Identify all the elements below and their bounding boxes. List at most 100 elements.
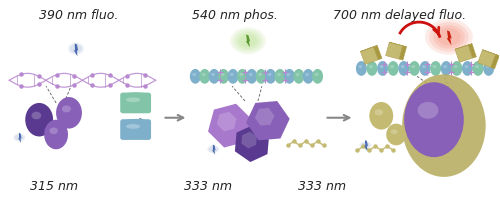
FancyBboxPatch shape bbox=[120, 119, 151, 140]
Ellipse shape bbox=[454, 65, 458, 68]
Ellipse shape bbox=[302, 69, 314, 84]
Ellipse shape bbox=[208, 146, 218, 152]
Ellipse shape bbox=[256, 69, 266, 84]
Ellipse shape bbox=[374, 109, 383, 115]
Ellipse shape bbox=[432, 65, 436, 68]
Ellipse shape bbox=[220, 73, 224, 76]
Ellipse shape bbox=[249, 73, 252, 76]
Ellipse shape bbox=[409, 61, 420, 76]
Ellipse shape bbox=[464, 65, 468, 68]
Ellipse shape bbox=[404, 82, 464, 157]
Ellipse shape bbox=[377, 61, 388, 76]
Polygon shape bbox=[446, 30, 452, 45]
Ellipse shape bbox=[429, 22, 469, 52]
Ellipse shape bbox=[305, 73, 309, 76]
Ellipse shape bbox=[239, 34, 257, 48]
Ellipse shape bbox=[277, 73, 281, 76]
Ellipse shape bbox=[370, 102, 393, 129]
Ellipse shape bbox=[218, 69, 229, 84]
Polygon shape bbox=[246, 34, 250, 47]
Ellipse shape bbox=[192, 73, 196, 76]
Ellipse shape bbox=[190, 69, 201, 84]
Ellipse shape bbox=[70, 44, 82, 53]
Text: 333 nm: 333 nm bbox=[184, 180, 232, 193]
Text: 333 nm: 333 nm bbox=[298, 180, 346, 193]
Ellipse shape bbox=[366, 61, 378, 76]
Ellipse shape bbox=[68, 43, 84, 55]
Ellipse shape bbox=[356, 61, 367, 76]
Ellipse shape bbox=[50, 128, 58, 134]
Ellipse shape bbox=[44, 120, 68, 149]
Ellipse shape bbox=[265, 69, 276, 84]
Ellipse shape bbox=[296, 73, 300, 76]
Ellipse shape bbox=[26, 103, 53, 136]
Ellipse shape bbox=[314, 73, 318, 76]
Ellipse shape bbox=[258, 73, 262, 76]
Ellipse shape bbox=[369, 65, 373, 68]
Ellipse shape bbox=[202, 73, 205, 76]
Polygon shape bbox=[255, 108, 274, 126]
Text: 700 nm delayed fluo.: 700 nm delayed fluo. bbox=[332, 9, 466, 22]
Ellipse shape bbox=[402, 74, 485, 177]
Ellipse shape bbox=[268, 73, 272, 76]
Polygon shape bbox=[242, 132, 257, 148]
Ellipse shape bbox=[388, 61, 398, 76]
Polygon shape bbox=[386, 42, 402, 59]
Polygon shape bbox=[374, 45, 382, 60]
Polygon shape bbox=[399, 46, 406, 60]
Ellipse shape bbox=[437, 28, 461, 46]
Ellipse shape bbox=[420, 61, 430, 76]
Ellipse shape bbox=[207, 145, 219, 153]
Ellipse shape bbox=[418, 102, 438, 119]
Ellipse shape bbox=[421, 101, 450, 124]
Polygon shape bbox=[235, 125, 269, 162]
Polygon shape bbox=[74, 43, 78, 56]
Polygon shape bbox=[360, 45, 377, 51]
Ellipse shape bbox=[14, 133, 26, 141]
Ellipse shape bbox=[211, 73, 215, 76]
Ellipse shape bbox=[380, 65, 384, 68]
Ellipse shape bbox=[452, 61, 462, 76]
Text: 390 nm fluo.: 390 nm fluo. bbox=[39, 9, 118, 22]
Ellipse shape bbox=[237, 69, 248, 84]
Polygon shape bbox=[455, 45, 472, 62]
Ellipse shape bbox=[208, 69, 220, 84]
Ellipse shape bbox=[433, 25, 465, 49]
Ellipse shape bbox=[56, 97, 82, 129]
Ellipse shape bbox=[230, 73, 234, 76]
Ellipse shape bbox=[486, 65, 490, 68]
Polygon shape bbox=[18, 133, 22, 143]
Polygon shape bbox=[364, 140, 368, 151]
Ellipse shape bbox=[228, 69, 238, 84]
Polygon shape bbox=[246, 101, 290, 140]
Ellipse shape bbox=[240, 73, 243, 76]
Ellipse shape bbox=[401, 65, 404, 68]
Ellipse shape bbox=[286, 73, 290, 76]
Polygon shape bbox=[216, 112, 236, 131]
Ellipse shape bbox=[472, 61, 484, 76]
Polygon shape bbox=[455, 44, 472, 49]
FancyBboxPatch shape bbox=[120, 93, 151, 113]
Ellipse shape bbox=[126, 97, 140, 102]
Polygon shape bbox=[478, 50, 496, 68]
Text: 540 nm phos.: 540 nm phos. bbox=[192, 9, 278, 22]
Polygon shape bbox=[482, 50, 500, 56]
Ellipse shape bbox=[390, 65, 394, 68]
Ellipse shape bbox=[422, 65, 426, 68]
Ellipse shape bbox=[274, 69, 285, 84]
Ellipse shape bbox=[358, 65, 362, 68]
Ellipse shape bbox=[360, 141, 372, 149]
Polygon shape bbox=[208, 104, 252, 148]
Ellipse shape bbox=[386, 124, 406, 145]
Ellipse shape bbox=[126, 124, 140, 129]
Polygon shape bbox=[212, 145, 216, 155]
Ellipse shape bbox=[246, 69, 257, 84]
Ellipse shape bbox=[230, 28, 266, 54]
Ellipse shape bbox=[441, 61, 452, 76]
Ellipse shape bbox=[443, 65, 447, 68]
Ellipse shape bbox=[390, 129, 398, 134]
Ellipse shape bbox=[425, 19, 473, 55]
Ellipse shape bbox=[62, 105, 71, 112]
Ellipse shape bbox=[236, 32, 260, 50]
Polygon shape bbox=[468, 44, 476, 58]
